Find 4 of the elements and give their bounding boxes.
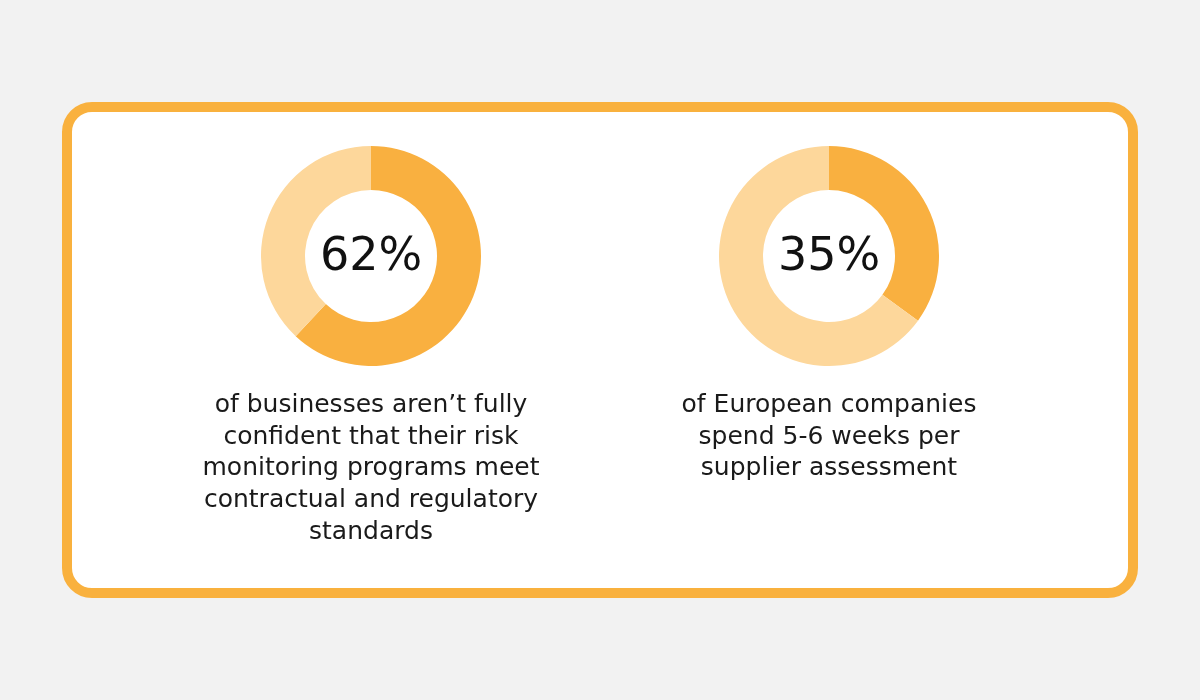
data-label: 35% — [777, 226, 881, 281]
data-label: 62% — [319, 226, 423, 281]
text: of European companies spend 5-6 weeks per supplier assessment — [680, 388, 978, 484]
text: of businesses aren’t fully confident that their risk monitoring programs meet contractual and regulatory standards — [201, 388, 541, 547]
